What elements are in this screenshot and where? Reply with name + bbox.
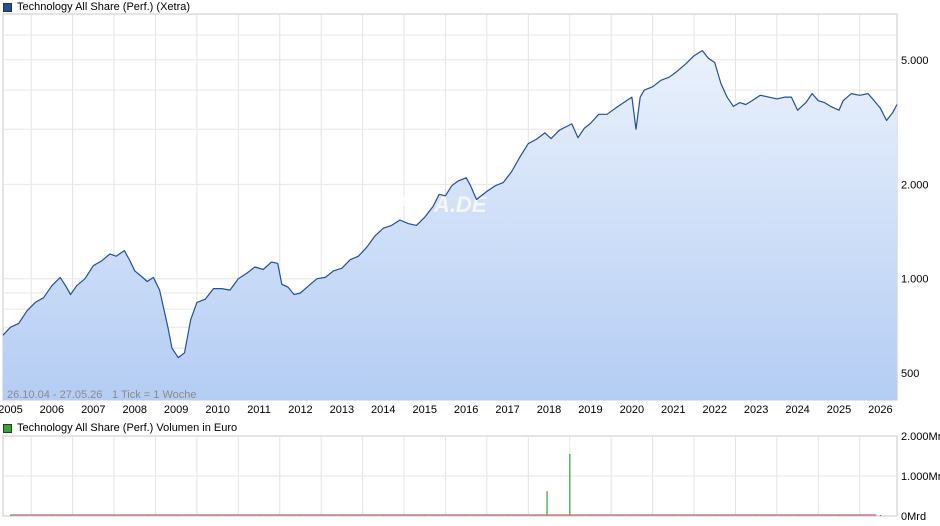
main-legend-label: Technology All Share (Perf.) (Xetra) — [17, 1, 191, 13]
price-x-tick-label: 2015 — [412, 404, 436, 416]
price-x-tick-label: 2020 — [620, 404, 644, 416]
price-x-tick-label: 2025 — [827, 404, 851, 416]
price-x-tick-label: 2018 — [537, 404, 561, 416]
main-legend: Technology All Share (Perf.) (Xetra) — [3, 0, 190, 14]
price-x-tick-label: 2011 — [247, 404, 271, 416]
price-x-tick-label: 2012 — [288, 404, 312, 416]
price-x-tick-label: 2017 — [495, 404, 519, 416]
volume-legend-swatch — [3, 423, 12, 433]
volume-y-tick-label: 2.000Mrd — [901, 431, 940, 443]
price-x-tick-label: 2009 — [164, 404, 188, 416]
price-x-tick-label: 2016 — [454, 404, 478, 416]
price-x-tick-label: 2024 — [785, 404, 809, 416]
date-range-note: 26.10.04 - 27.05.26 — [7, 389, 102, 401]
volume-bar — [546, 491, 548, 516]
price-area-fill — [3, 50, 897, 400]
price-line — [2, 50, 898, 359]
price-x-tick-label: 2005 — [0, 404, 23, 416]
price-y-tick-label: 5.000 — [901, 55, 929, 67]
price-plot: ARIVA.DE 26.10.04 - 27.05.26 1 Tick = 1 … — [0, 13, 929, 416]
price-x-axis-labels: 2005 2006 2007 2008 2009 2010 2011 2012 2013 2014… — [0, 404, 893, 416]
price-y-tick-label: 1.000 — [901, 274, 929, 286]
price-x-tick-label: 2014 — [371, 404, 395, 416]
price-y-tick-label: 2.000 — [901, 179, 929, 191]
volume-bar — [569, 454, 571, 516]
price-x-tick-label: 2019 — [578, 404, 602, 416]
price-x-tick-label: 2021 — [661, 404, 685, 416]
price-y-axis-labels: 500 1.000 2.000 5.000 — [901, 55, 929, 380]
price-x-tick-label: 2023 — [744, 404, 768, 416]
price-x-tick-label: 2007 — [81, 404, 105, 416]
price-x-tick-label: 2008 — [122, 404, 146, 416]
price-y-tick-label: 500 — [901, 368, 919, 380]
volume-y-tick-label: 1.000Mrd — [901, 471, 940, 483]
volume-legend-label: Technology All Share (Perf.) Volumen in … — [17, 422, 238, 434]
watermark: ARIVA.DE — [382, 192, 488, 217]
volume-plot: 0Mrd 1.000Mrd 2.000Mrd — [2, 431, 940, 523]
volume-y-tick-label: 0Mrd — [901, 511, 926, 523]
price-x-tick-label: 2010 — [205, 404, 229, 416]
volume-bar — [879, 515, 882, 516]
price-x-tick-label: 2013 — [330, 404, 354, 416]
price-x-tick-label: 2026 — [868, 404, 892, 416]
main-legend-swatch — [3, 2, 12, 12]
price-x-tick-label: 2006 — [40, 404, 64, 416]
volume-y-axis-labels: 0Mrd 1.000Mrd 2.000Mrd — [901, 431, 940, 523]
tick-interval-note: 1 Tick = 1 Woche — [112, 389, 196, 401]
price-x-tick-label: 2022 — [702, 404, 726, 416]
volume-legend: Technology All Share (Perf.) Volumen in … — [3, 421, 237, 435]
